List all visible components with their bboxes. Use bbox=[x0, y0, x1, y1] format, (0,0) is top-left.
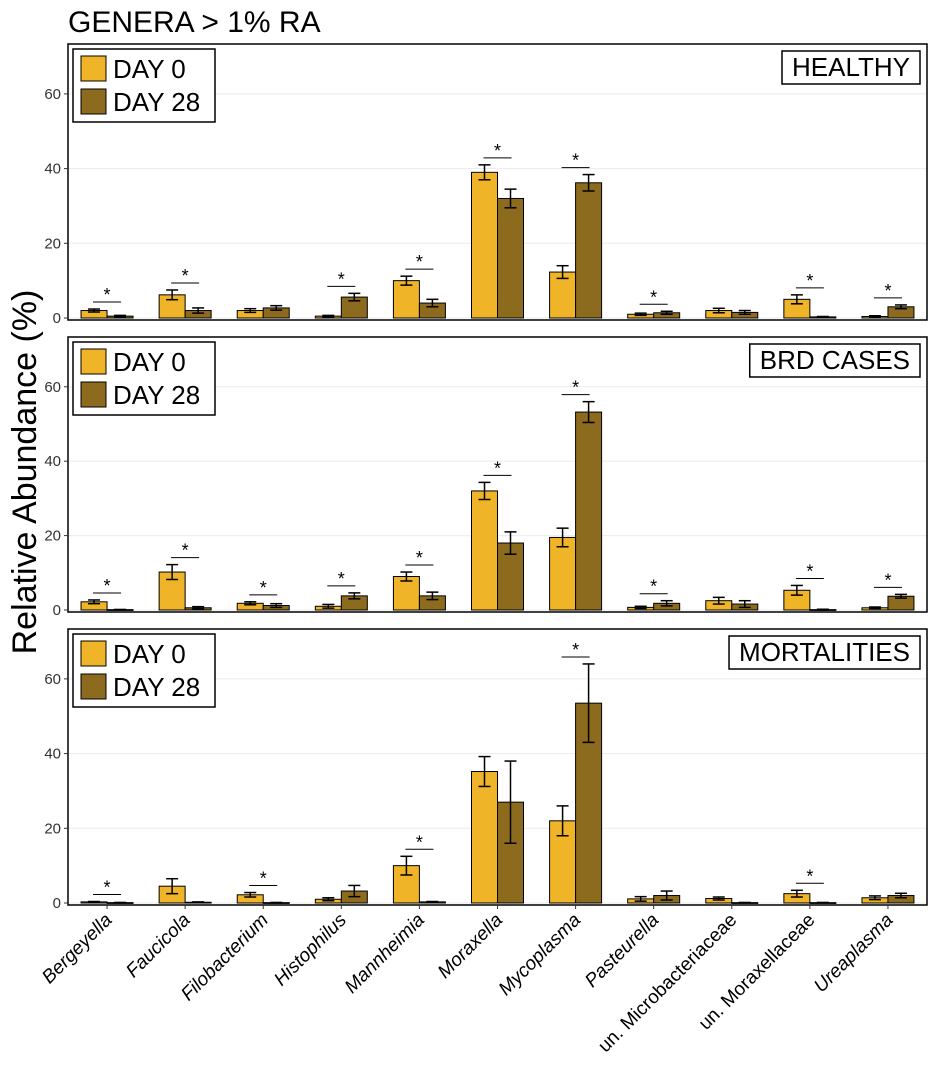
significance-marker: * bbox=[572, 151, 579, 171]
significance-marker: * bbox=[260, 869, 267, 889]
significance-marker: * bbox=[884, 570, 891, 590]
y-tick-label: 0 bbox=[53, 895, 61, 912]
significance-marker: * bbox=[884, 281, 891, 301]
legend-swatch-day28 bbox=[80, 381, 107, 408]
significance-marker: * bbox=[104, 878, 111, 898]
significance-marker: * bbox=[494, 458, 501, 478]
panel-title-box bbox=[781, 50, 921, 85]
significance-marker: * bbox=[416, 548, 423, 568]
bar-day28 bbox=[575, 411, 603, 611]
x-tick-label: un. Microbacteriaceae bbox=[594, 910, 741, 1057]
bar-day0 bbox=[471, 771, 498, 904]
legend-label-day0: DAY 0 bbox=[113, 54, 186, 84]
significance-marker: * bbox=[260, 578, 267, 598]
y-tick-label: 60 bbox=[44, 86, 61, 103]
panel-title-text: HEALTHY bbox=[792, 52, 910, 82]
bar-day0 bbox=[392, 280, 420, 319]
legend-label-day0: DAY 0 bbox=[113, 639, 186, 669]
y-tick-label: 0 bbox=[53, 310, 61, 327]
significance-marker: * bbox=[416, 832, 423, 852]
y-tick-label: 20 bbox=[44, 235, 61, 252]
significance-marker: * bbox=[650, 287, 657, 307]
bar-day0 bbox=[158, 571, 186, 611]
legend-label-day28: DAY 28 bbox=[113, 380, 200, 410]
x-tick-label: Mycoplasma bbox=[495, 910, 585, 1000]
x-tick-label: Ureaplasma bbox=[810, 910, 897, 997]
y-tick-label: 0 bbox=[53, 602, 61, 619]
significance-marker: * bbox=[806, 561, 813, 581]
bar-day0 bbox=[549, 271, 577, 319]
y-tick-label: 40 bbox=[44, 453, 61, 470]
bar-day0 bbox=[549, 536, 577, 611]
x-tick-label: Moraxella bbox=[434, 910, 507, 983]
panel-title-text: BRD CASES bbox=[760, 345, 910, 375]
significance-marker: * bbox=[104, 285, 111, 305]
y-tick-label: 40 bbox=[44, 161, 61, 178]
legend-label-day0: DAY 0 bbox=[113, 347, 186, 377]
legend-swatch-day28 bbox=[80, 673, 107, 700]
bar-day28 bbox=[497, 197, 524, 319]
significance-marker: * bbox=[338, 269, 345, 289]
significance-marker: * bbox=[338, 569, 345, 589]
legend-swatch-day0 bbox=[80, 55, 107, 82]
x-tick-label: Faucicola bbox=[122, 910, 194, 982]
panel-border bbox=[67, 336, 928, 613]
legend-swatch-day0 bbox=[80, 640, 107, 667]
significance-marker: * bbox=[806, 866, 813, 886]
x-axis-labels: Bergeyella FaucicolaFilobacteriumHistophi… bbox=[38, 905, 897, 1057]
significance-marker: * bbox=[182, 266, 189, 286]
bar-day28 bbox=[575, 182, 603, 319]
panel-title: BRD CASES bbox=[748, 343, 921, 378]
panel-title-box bbox=[748, 343, 921, 378]
legend-swatch-day0 bbox=[80, 348, 107, 375]
significance-marker: * bbox=[572, 640, 579, 660]
legend-label-day28: DAY 28 bbox=[113, 672, 200, 702]
significance-marker: * bbox=[182, 541, 189, 561]
y-tick-label: 60 bbox=[44, 379, 61, 396]
chart-title: GENERA > 1% RA bbox=[68, 6, 321, 39]
x-tick-label: Mannheimia bbox=[341, 910, 429, 998]
panel-title-text: MORTALITIES bbox=[739, 637, 910, 667]
y-axis-label: Relative Abundance (%) bbox=[6, 290, 44, 655]
x-tick-label: Histophilus bbox=[270, 909, 351, 990]
significance-marker: * bbox=[104, 576, 111, 596]
x-tick-label: Bergeyella bbox=[38, 910, 116, 988]
y-tick-label: 20 bbox=[44, 820, 61, 837]
significance-marker: * bbox=[650, 577, 657, 597]
panel-title-box bbox=[728, 635, 921, 670]
significance-marker: * bbox=[572, 378, 579, 398]
y-tick-label: 60 bbox=[44, 671, 61, 688]
bar-day0 bbox=[471, 171, 498, 319]
y-tick-label: 40 bbox=[44, 746, 61, 763]
panel-title: MORTALITIES bbox=[728, 635, 921, 670]
significance-marker: * bbox=[416, 252, 423, 272]
bar-day0 bbox=[471, 490, 498, 611]
significance-marker: * bbox=[806, 271, 813, 291]
y-tick-label: 20 bbox=[44, 528, 61, 545]
significance-marker: * bbox=[494, 141, 501, 161]
x-tick-label: Pasteurella bbox=[581, 910, 663, 992]
panel-title: HEALTHY bbox=[781, 50, 921, 85]
panel-border bbox=[67, 43, 928, 321]
legend-swatch-day28 bbox=[80, 88, 107, 115]
legend-label-day28: DAY 28 bbox=[113, 87, 200, 117]
